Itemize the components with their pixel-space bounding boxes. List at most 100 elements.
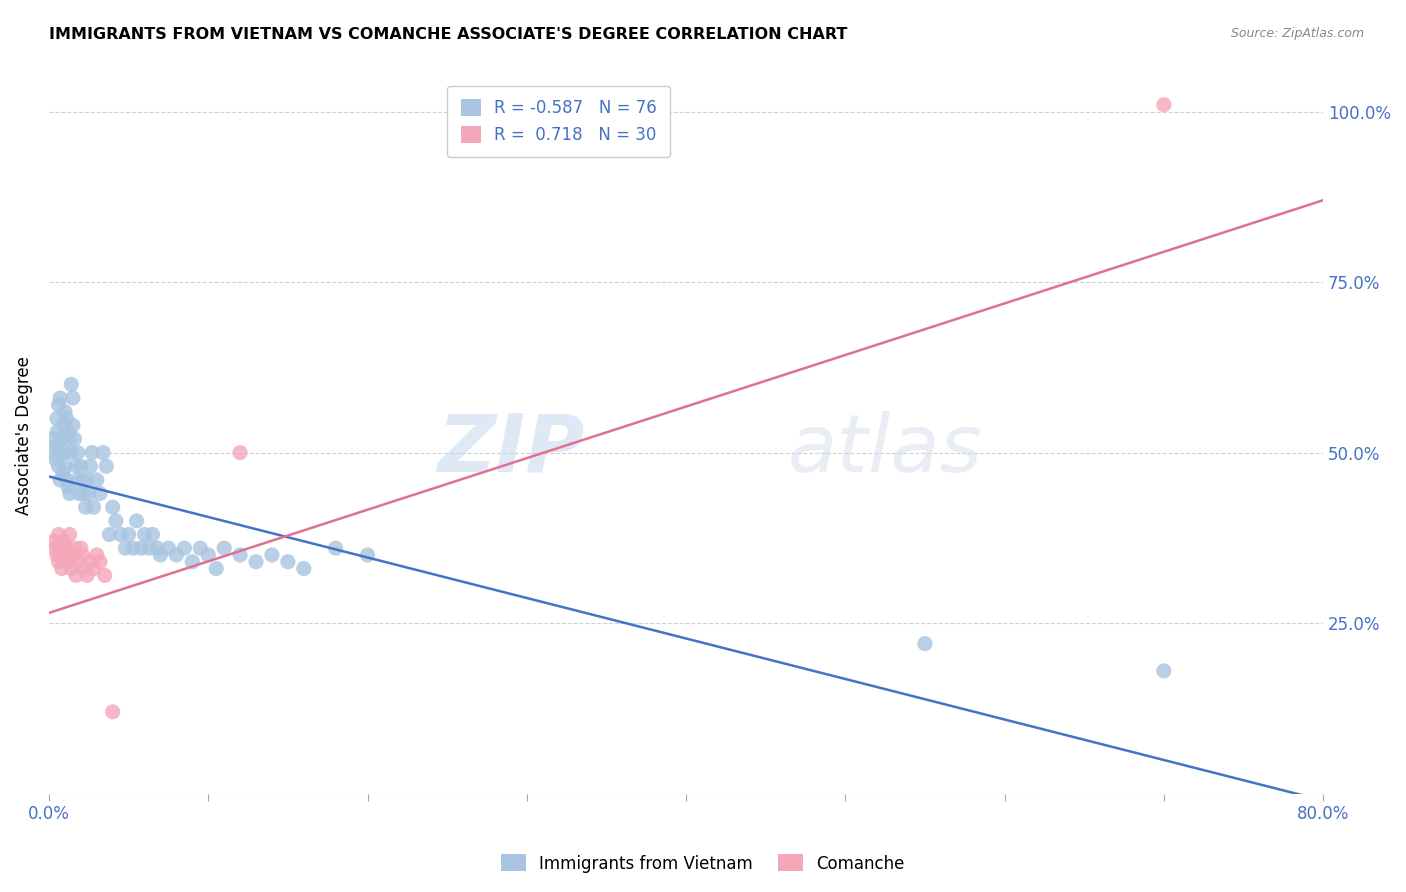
Point — [69, 541, 91, 555]
Point — [125, 514, 148, 528]
Text: IMMIGRANTS FROM VIETNAM VS COMANCHE ASSOCIATE'S DEGREE CORRELATION CHART: IMMIGRANTS FROM VIETNAM VS COMANCHE ASSO… — [49, 27, 848, 42]
Point — [60, 561, 83, 575]
Point — [93, 568, 115, 582]
Point — [141, 527, 163, 541]
Point — [110, 527, 132, 541]
Text: ZIP: ZIP — [437, 411, 583, 489]
Point — [89, 555, 111, 569]
Point — [122, 541, 145, 555]
Point — [101, 500, 124, 515]
Point — [1153, 97, 1175, 112]
Point — [66, 473, 89, 487]
Point — [83, 561, 105, 575]
Point — [73, 486, 96, 500]
Point — [212, 541, 235, 555]
Point — [53, 405, 76, 419]
Point — [914, 637, 936, 651]
Point — [51, 561, 73, 575]
Point — [41, 445, 63, 459]
Point — [356, 548, 378, 562]
Point — [56, 480, 79, 494]
Point — [72, 473, 94, 487]
Point — [229, 445, 252, 459]
Point — [55, 541, 77, 555]
Point — [63, 541, 86, 555]
Point — [51, 432, 73, 446]
Point — [53, 548, 76, 562]
Point — [51, 548, 73, 562]
Point — [44, 541, 66, 555]
Point — [66, 555, 89, 569]
Point — [80, 445, 103, 459]
Point — [117, 527, 139, 541]
Point — [1153, 664, 1175, 678]
Point — [96, 459, 118, 474]
Point — [52, 466, 75, 480]
Point — [65, 459, 87, 474]
Point — [165, 548, 187, 562]
Point — [188, 541, 211, 555]
Point — [69, 459, 91, 474]
Point — [89, 486, 111, 500]
Point — [138, 541, 160, 555]
Point — [52, 418, 75, 433]
Point — [65, 568, 87, 582]
Point — [45, 411, 67, 425]
Point — [49, 541, 72, 555]
Point — [277, 555, 299, 569]
Point — [45, 425, 67, 439]
Point — [49, 391, 72, 405]
Text: Source: ZipAtlas.com: Source: ZipAtlas.com — [1230, 27, 1364, 40]
Point — [104, 514, 127, 528]
Point — [72, 548, 94, 562]
Point — [146, 541, 169, 555]
Point — [55, 473, 77, 487]
Point — [62, 391, 84, 405]
Point — [44, 452, 66, 467]
Point — [79, 555, 101, 569]
Point — [86, 548, 108, 562]
Point — [76, 568, 98, 582]
Point — [149, 548, 172, 562]
Point — [131, 541, 153, 555]
Point — [56, 425, 79, 439]
Point — [79, 459, 101, 474]
Point — [53, 445, 76, 459]
Point — [77, 486, 100, 500]
Point — [48, 527, 70, 541]
Point — [42, 534, 65, 549]
Point — [48, 459, 70, 474]
Point — [48, 555, 70, 569]
Point — [45, 439, 67, 453]
Point — [52, 534, 75, 549]
Point — [48, 398, 70, 412]
Text: atlas: atlas — [787, 411, 983, 489]
Point — [134, 527, 156, 541]
Point — [325, 541, 347, 555]
Point — [157, 541, 180, 555]
Point — [205, 561, 228, 575]
Point — [59, 486, 82, 500]
Point — [292, 561, 315, 575]
Point — [60, 445, 83, 459]
Point — [101, 705, 124, 719]
Legend: Immigrants from Vietnam, Comanche: Immigrants from Vietnam, Comanche — [495, 847, 911, 880]
Point — [181, 555, 204, 569]
Point — [91, 445, 114, 459]
Point — [62, 418, 84, 433]
Point — [62, 548, 84, 562]
Point — [86, 473, 108, 487]
Point — [229, 548, 252, 562]
Point — [56, 555, 79, 569]
Point — [76, 473, 98, 487]
Point — [51, 445, 73, 459]
Point — [53, 459, 76, 474]
Point — [49, 473, 72, 487]
Point — [60, 377, 83, 392]
Legend: R = -0.587   N = 76, R =  0.718   N = 30: R = -0.587 N = 76, R = 0.718 N = 30 — [447, 86, 671, 157]
Point — [42, 432, 65, 446]
Point — [67, 486, 90, 500]
Point — [63, 432, 86, 446]
Point — [260, 548, 283, 562]
Point — [197, 548, 219, 562]
